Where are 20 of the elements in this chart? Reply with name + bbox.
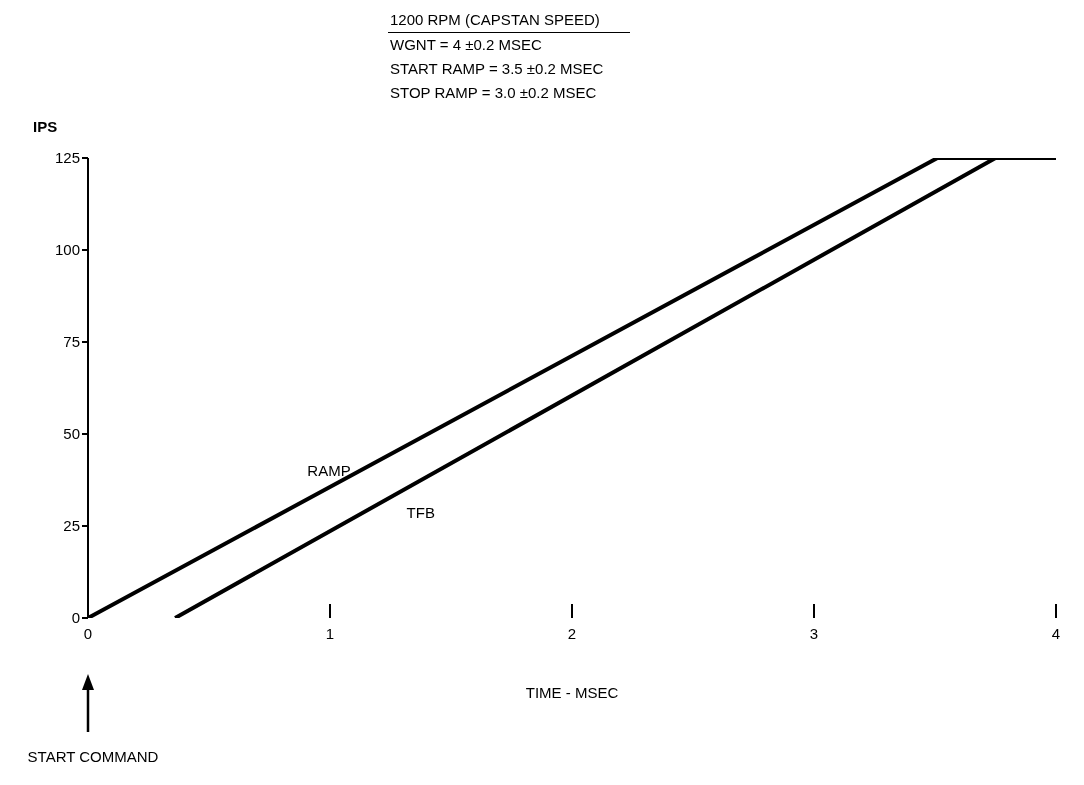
text: START RAMP = 3.5 ±0.2 MSEC — [389, 59, 605, 79]
y-tick-label: 125 — [54, 149, 80, 167]
x-tick-label: 0 — [83, 624, 93, 642]
x-tick-label: 1 — [325, 624, 335, 642]
y-tick-label: 0 — [71, 609, 80, 627]
text: START COMMAND — [26, 748, 160, 765]
text: 1200 RPM (CAPSTAN SPEED) — [388, 8, 630, 33]
text: STOP RAMP = 3.0 ±0.2 MSEC — [389, 83, 598, 103]
y-tick-label: 25 — [63, 517, 80, 535]
y-tick-label: 75 — [63, 333, 80, 351]
x-tick-label: 3 — [809, 624, 819, 642]
x-axis-title: TIME - MSEC — [525, 684, 619, 701]
x-tick-label: 2 — [567, 624, 577, 642]
text: WGNT = 4 ±0.2 MSEC — [389, 35, 543, 55]
y-tick-label: 100 — [54, 241, 80, 259]
x-tick-label: 4 — [1051, 624, 1061, 642]
series-label: RAMP — [307, 461, 351, 479]
y-tick-label: 50 — [63, 425, 80, 443]
series-label: TFB — [406, 503, 435, 521]
y-axis-title: IPS — [33, 118, 58, 135]
